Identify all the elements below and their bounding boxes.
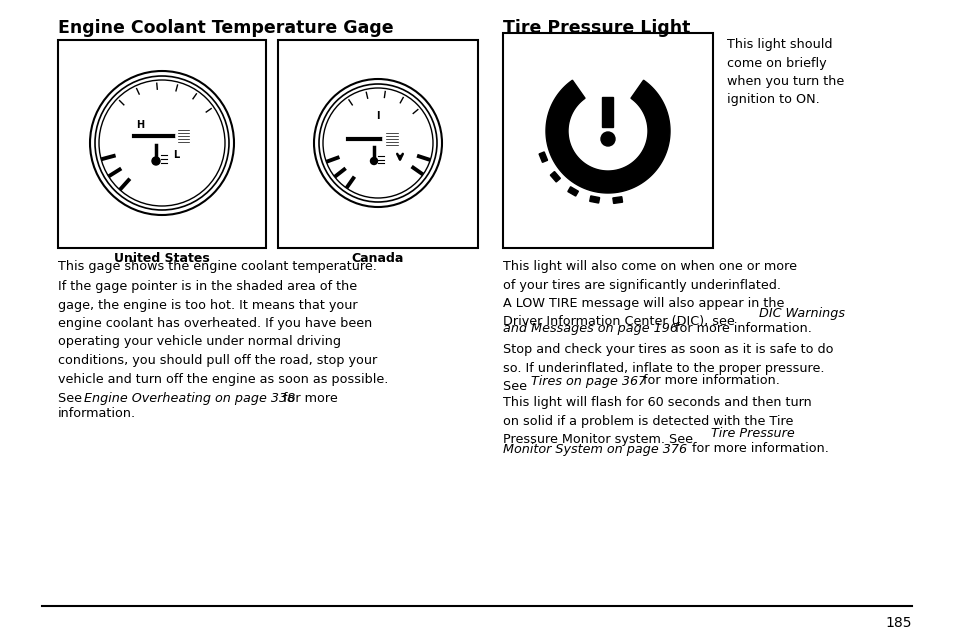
Text: Tires on page 367: Tires on page 367 xyxy=(531,375,645,387)
Bar xyxy=(502,33,712,248)
Text: This light will also come on when one or more
of your tires are significantly un: This light will also come on when one or… xyxy=(502,260,796,329)
Text: for more: for more xyxy=(278,392,337,405)
Text: Stop and check your tires as soon as it is safe to do
so. If underinflated, infl: Stop and check your tires as soon as it … xyxy=(502,343,833,394)
Text: This light will flash for 60 seconds and then turn
on solid if a problem is dete: This light will flash for 60 seconds and… xyxy=(502,396,811,446)
Polygon shape xyxy=(612,197,622,204)
Text: This gage shows the engine coolant temperature.: This gage shows the engine coolant tempe… xyxy=(58,260,376,273)
Text: for more information.: for more information. xyxy=(670,322,811,335)
Text: 185: 185 xyxy=(884,616,911,630)
Text: Engine Coolant Temperature Gage: Engine Coolant Temperature Gage xyxy=(58,19,394,37)
Circle shape xyxy=(175,128,192,144)
Circle shape xyxy=(370,158,377,165)
Text: for more information.: for more information. xyxy=(639,375,779,387)
Polygon shape xyxy=(567,187,578,196)
Text: Tire Pressure: Tire Pressure xyxy=(710,427,794,440)
Text: L: L xyxy=(172,150,179,160)
Text: Monitor System on page 376: Monitor System on page 376 xyxy=(502,443,686,455)
Text: for more information.: for more information. xyxy=(687,443,828,455)
Bar xyxy=(58,40,266,248)
Text: Tire Pressure Light: Tire Pressure Light xyxy=(502,19,690,37)
Text: I: I xyxy=(375,111,379,121)
Polygon shape xyxy=(550,172,559,182)
Circle shape xyxy=(382,130,400,148)
Text: and Messages on page 196: and Messages on page 196 xyxy=(502,322,678,335)
Text: If the gage pointer is in the shaded area of the
gage, the engine is too hot. It: If the gage pointer is in the shaded are… xyxy=(58,280,388,385)
Circle shape xyxy=(326,91,430,195)
Text: Canada: Canada xyxy=(352,252,404,265)
Circle shape xyxy=(600,132,615,146)
Text: See: See xyxy=(58,392,86,405)
Polygon shape xyxy=(545,80,669,193)
Circle shape xyxy=(102,83,222,203)
Text: DIC Warnings: DIC Warnings xyxy=(759,307,844,319)
Text: H: H xyxy=(135,120,144,130)
Text: Engine Overheating on page 338: Engine Overheating on page 338 xyxy=(84,392,294,405)
Polygon shape xyxy=(538,152,547,162)
Text: information.: information. xyxy=(58,407,136,420)
Circle shape xyxy=(152,157,160,165)
Bar xyxy=(602,97,613,127)
Text: This light should
come on briefly
when you turn the
ignition to ON.: This light should come on briefly when y… xyxy=(726,38,843,106)
Text: United States: United States xyxy=(114,252,210,265)
Polygon shape xyxy=(589,196,599,203)
Bar xyxy=(277,40,477,248)
